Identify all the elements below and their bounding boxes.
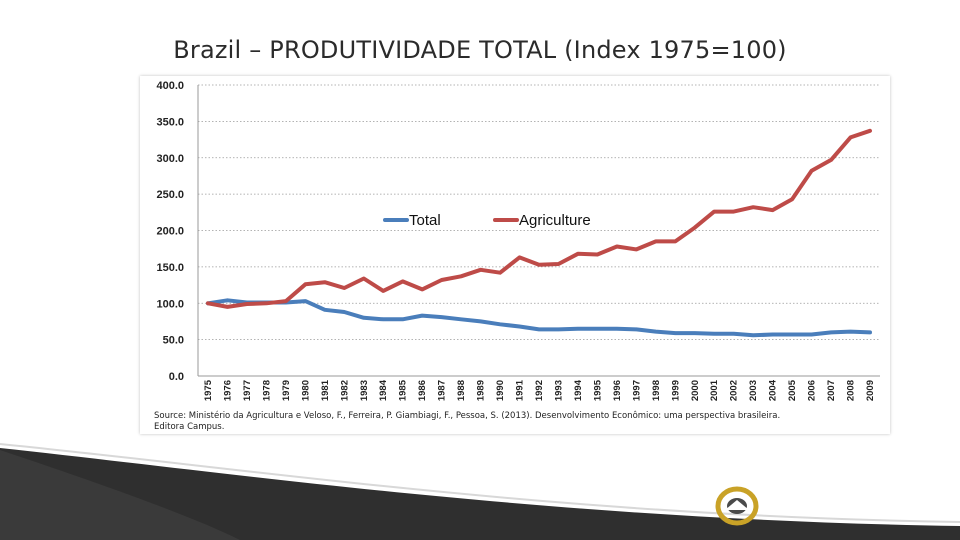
line-chart: 0.0 50.0 100.0 150.0 200.0 250.0 300.0 350.0 400… (156, 80, 880, 401)
source-line-1: Source: Ministério da Agricultura e Velo… (154, 411, 781, 421)
source-note: Source: Ministério da Agricultura e Velo… (154, 411, 874, 433)
x-tick-label: 1991 (515, 379, 526, 401)
x-tick-label: 1983 (359, 380, 370, 401)
x-tick-label: 1988 (456, 380, 467, 401)
x-tick-label: 1994 (573, 379, 584, 401)
x-tick-label: 1995 (592, 379, 603, 401)
x-tick-label: 1999 (670, 380, 681, 401)
x-tick-label: 1981 (320, 379, 331, 401)
y-tick-label: 350.0 (156, 116, 184, 128)
x-tick-label: 2005 (787, 379, 798, 401)
chart-container: 0.0 50.0 100.0 150.0 200.0 250.0 300.0 350.0 400… (140, 76, 890, 434)
x-tick-label: 1985 (398, 379, 409, 401)
x-tick-label: 1997 (631, 380, 642, 401)
y-tick-label: 200.0 (156, 226, 184, 238)
logo-emblem-icon (715, 486, 759, 526)
x-tick-label: 2009 (865, 380, 876, 401)
x-tick-label: 1996 (612, 380, 623, 401)
y-tick-label: 400.0 (156, 80, 184, 92)
logo-text: LCMB EXPERIENCE (765, 492, 960, 517)
lcmb-logo: LCMB EXPERIENCE (715, 484, 960, 530)
x-tick-label: 1975 (203, 379, 214, 401)
x-tick-label: 2002 (729, 380, 740, 401)
x-tick-label: 1993 (553, 380, 564, 401)
x-tick-label: 1980 (300, 380, 311, 401)
x-tick-label: 1979 (281, 380, 292, 401)
x-tick-label: 1990 (495, 380, 506, 401)
x-tick-label: 1986 (417, 380, 428, 401)
y-tick-label: 50.0 (163, 335, 184, 347)
x-tick-label: 2008 (846, 380, 857, 401)
x-tick-label: 1992 (534, 380, 545, 401)
x-tick-label: 2003 (748, 380, 759, 401)
x-tick-label: 2000 (690, 380, 701, 401)
x-tick-label: 2007 (826, 380, 837, 401)
source-line-2: Editora Campus. (154, 422, 225, 432)
x-tick-label: 1976 (222, 380, 233, 401)
y-tick-label: 300.0 (156, 153, 184, 165)
x-tick-label: 2004 (768, 379, 779, 401)
x-tick-label: 1984 (378, 379, 389, 401)
x-tick-label: 2001 (709, 379, 720, 401)
y-tick-label: 0.0 (169, 371, 184, 383)
x-tick-label: 1998 (651, 380, 662, 401)
x-tick-label: 1987 (437, 380, 448, 401)
x-tick-label: 2006 (807, 380, 818, 401)
x-tick-label: 1978 (261, 380, 272, 401)
x-tick-label: 1977 (242, 380, 253, 401)
legend-label: Total (409, 212, 441, 229)
x-tick-label: 1982 (339, 380, 350, 401)
y-tick-label: 150.0 (156, 262, 184, 274)
y-tick-label: 250.0 (156, 189, 184, 201)
series-line-agriculture (206, 128, 872, 309)
x-tick-label: 1989 (476, 380, 487, 401)
legend-label: Agriculture (519, 212, 591, 229)
series-line-total (206, 298, 872, 338)
slide-title: Brazil – PRODUTIVIDADE TOTAL (Index 1975… (173, 36, 787, 64)
footer-decoration (0, 443, 960, 540)
y-tick-label: 100.0 (156, 298, 184, 310)
